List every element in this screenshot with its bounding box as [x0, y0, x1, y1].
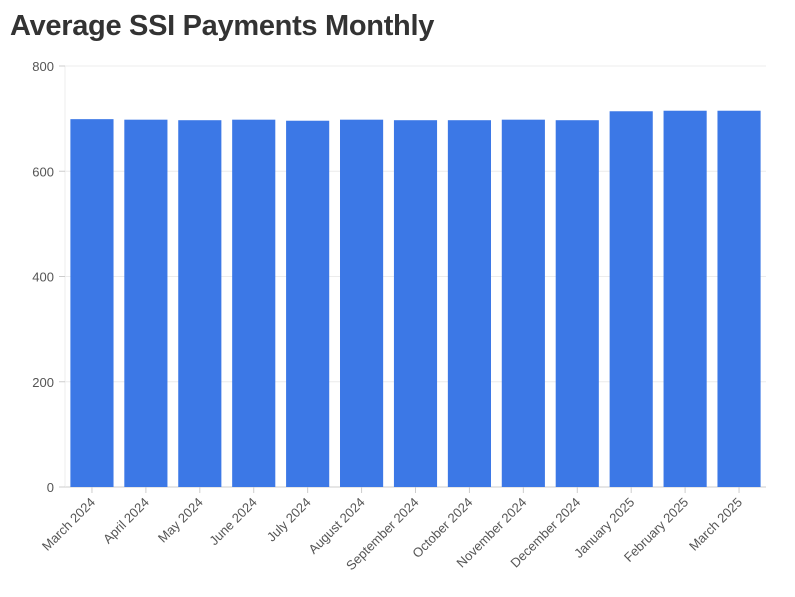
chart-title: Average SSI Payments Monthly [10, 10, 435, 42]
x-tick-label: June 2024 [206, 495, 260, 549]
x-axis-ticks: March 2024 April 2024 May 2024 June 2024 Jul… [39, 487, 745, 573]
bar [232, 119, 276, 488]
bar [447, 120, 491, 488]
x-tick-label: July 2024 [264, 495, 314, 545]
y-tick-label: 800 [32, 59, 54, 74]
bar [501, 119, 545, 488]
y-axis-ticks: 0 200 400 600 800 [32, 59, 65, 495]
y-tick-label: 400 [32, 270, 54, 285]
x-tick-label: March 2024 [39, 495, 98, 554]
bar [663, 110, 707, 487]
bar [340, 119, 384, 488]
y-tick-label: 0 [47, 480, 54, 495]
bar [70, 119, 114, 488]
y-tick-label: 600 [32, 164, 54, 179]
x-tick-label: April 2024 [100, 495, 152, 547]
x-tick-label: March 2025 [686, 495, 745, 554]
bars [70, 110, 761, 488]
bar [609, 111, 653, 487]
bar [393, 120, 438, 488]
bar [178, 120, 222, 488]
bar [286, 120, 330, 487]
bar [555, 120, 599, 488]
y-tick-label: 200 [32, 375, 54, 390]
bar [124, 119, 168, 488]
x-tick-label: May 2024 [155, 495, 206, 546]
bar [717, 110, 761, 487]
